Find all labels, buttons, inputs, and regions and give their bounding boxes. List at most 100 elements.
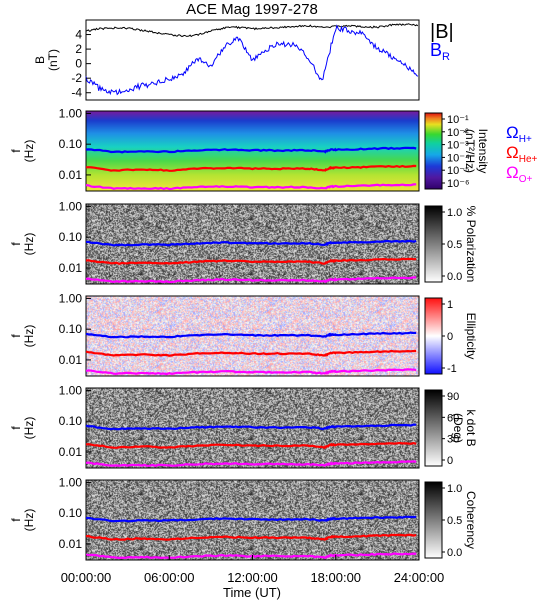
f-ytick-label: 1.00	[59, 475, 83, 489]
cbar-tick-label: 0	[447, 455, 453, 467]
cbar-tick-label: 30	[447, 434, 459, 446]
cbar-tick-label: 0.5	[447, 239, 462, 251]
x-tick-label: 18:00:00	[310, 570, 361, 585]
cbar-label-coherency: Coherency	[464, 491, 478, 549]
panels-group: 420-2-4B (nT)1.000.100.01f (Hz)10⁻¹10⁻²10⁻…	[9, 19, 490, 585]
cyclotron-line-He-coherency	[85, 533, 417, 541]
legend-omega-o-sub: O+	[519, 174, 533, 185]
colorbar-polarization	[424, 205, 443, 283]
legend-omega-he: ΩHe+	[506, 143, 538, 165]
colorbar-ellipticity	[424, 297, 443, 375]
legend-br-main: B	[430, 40, 442, 60]
colorbar-intensity	[424, 112, 443, 190]
f-ytick-label: 0.10	[59, 137, 83, 151]
cbar-tick-label: 10⁻³	[447, 140, 469, 152]
cyclotron-line-He-intensity	[85, 164, 417, 172]
b-ytick-label: -2	[71, 71, 82, 85]
series-line-br	[85, 24, 419, 96]
cyclotron-line-O-coherency	[85, 552, 417, 560]
cbar-label-kdotb: k dot B	[464, 409, 478, 446]
cyclotron-line-O-kdotb	[85, 460, 417, 467]
b-ytick-label: 0	[75, 57, 82, 71]
cbar-tick-label: -1	[447, 363, 457, 375]
f-ytick-label: 0.10	[59, 230, 83, 244]
b-ylabel-units: (nT)	[46, 49, 60, 71]
cbar-tick-label: 0.0	[447, 547, 462, 559]
x-tick-label: 12:00:00	[227, 570, 278, 585]
legend-omega-o: ΩO+	[506, 163, 532, 185]
x-tick-label: 06:00:00	[144, 570, 195, 585]
cbar-tick-label: 10⁻⁴	[447, 152, 470, 164]
f-ylabel: f	[9, 334, 23, 338]
legend-br: BR	[430, 40, 450, 63]
f-ylabel: f	[9, 518, 23, 522]
f-ytick-label: 0.01	[59, 168, 83, 182]
cyclotron-line-He-ellipticity	[85, 349, 417, 357]
f-ytick-label: 1.00	[59, 291, 83, 305]
f-ylabel-units: (Hz)	[22, 233, 36, 256]
cbar-tick-label: 0.5	[447, 515, 462, 527]
b-ytick-label: 2	[75, 42, 82, 56]
cbar-label-intensity: Intensity	[476, 129, 490, 174]
x-axis: 00:00:00 06:00:00 12:00:00 18:00:00 24:00:00	[61, 555, 445, 585]
cyclotron-line-He-polarization	[85, 257, 417, 265]
f-ytick-label: 0.01	[59, 537, 83, 551]
cbar-label-polarization: % Polarization	[464, 206, 478, 283]
legend-omega-h-sub: H+	[519, 134, 532, 145]
f-ylabel-units: (Hz)	[22, 140, 36, 163]
f-ytick-label: 0.10	[59, 506, 83, 520]
cbar-tick-label: 90	[447, 391, 459, 403]
cyclotron-line-H-ellipticity	[85, 331, 417, 339]
cbar-tick-label: 1.0	[447, 207, 462, 219]
f-ytick-label: 1.00	[59, 199, 83, 213]
panel-kdotb: 1.00 0.10 0.01 f (Hz) 90 60 30 0 k dot B(Deg)	[9, 383, 478, 469]
panel-ellipticity: 1.00 0.10 0.01 f (Hz) 1 0 -1 Ellipticity	[9, 291, 478, 377]
cbar-tick-label: 10⁻⁵	[447, 165, 470, 177]
legend-omega-h: ΩH+	[506, 123, 532, 145]
cbar-tick-label: 1.0	[447, 483, 462, 495]
f-ylabel: f	[9, 426, 23, 430]
cbar-label-ellipticity: Ellipticity	[464, 313, 478, 360]
f-ytick-label: 0.10	[59, 322, 83, 336]
colorbar-kdotb	[424, 389, 443, 467]
x-tick-label: 00:00:00	[61, 570, 112, 585]
f-ylabel-units: (Hz)	[22, 325, 36, 348]
cyclotron-line-H-polarization	[85, 239, 417, 247]
x-axis-label: Time (UT)	[223, 585, 281, 600]
static-text: ACE Mag 1997-278 Time (UT) |B| BR ΩH+ ΩH…	[186, 1, 537, 600]
f-ytick-label: 0.10	[59, 414, 83, 428]
cyclotron-line-O-polarization	[85, 276, 417, 284]
f-ylabel-units: (Hz)	[22, 509, 36, 532]
legend-omega-he-sym: Ω	[506, 143, 519, 162]
series-line-bmag	[85, 23, 419, 38]
cbar-tick-label: 0.0	[447, 271, 462, 283]
f-ytick-label: 0.01	[59, 353, 83, 367]
legend-omega-h-sym: Ω	[506, 123, 519, 142]
b-field-panel: 420-2-4 B (nT)	[33, 19, 420, 101]
cbar-tick-label: 1	[447, 299, 453, 311]
b-ylabel: B	[33, 56, 47, 64]
panel-polarization: 1.00 0.10 0.01 f (Hz) 1.0 0.5 0.0% Polarization	[9, 199, 478, 285]
x-tick-label: 24:00:00	[394, 570, 445, 585]
f-ytick-label: 0.01	[59, 261, 83, 275]
f-ylabel: f	[9, 242, 23, 246]
legend-br-sub: R	[442, 51, 450, 63]
legend-omega-he-sub: He+	[519, 154, 538, 165]
cyclotron-line-He-kdotb	[85, 441, 417, 450]
f-ytick-label: 1.00	[59, 383, 83, 397]
cyclotron-line-O-intensity	[85, 183, 417, 191]
legend-omega-o-sym: Ω	[506, 163, 519, 182]
colorbar-coherency	[424, 481, 443, 559]
b-ytick-label: -4	[71, 86, 82, 100]
legend-bmag: |B|	[430, 21, 454, 43]
cbar-label-units-intensity: (nT²/Hz)	[463, 129, 477, 173]
cbar-tick-label: 0	[447, 331, 453, 343]
cbar-tick-label: 10⁻²	[447, 127, 469, 139]
cbar-tick-label: 10⁻¹	[447, 114, 469, 126]
cyclotron-line-H-coherency	[86, 515, 417, 523]
panel-intensity: 1.00 0.10 0.01 f (Hz) 10⁻¹10⁻²10⁻³10⁻⁴10⁻⁵10⁻…	[9, 106, 490, 192]
f-ytick-label: 1.00	[59, 106, 83, 120]
b-ytick-label: 4	[75, 28, 82, 42]
